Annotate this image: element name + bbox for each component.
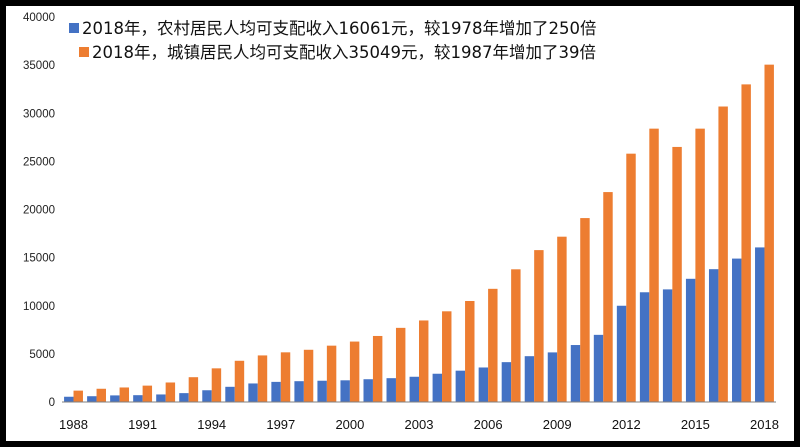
urban-income-bar-2000 — [349, 341, 360, 402]
urban-income-bar-1997 — [280, 352, 291, 402]
urban-income-bar-2015 — [695, 128, 705, 402]
urban-income-bar-2012 — [626, 153, 636, 402]
urban-income-bar-2016 — [718, 106, 728, 402]
rural-income-bar-1996 — [248, 383, 258, 402]
chart-frame: 0 5000 10000 15000 20000 25000 30000 35000 40000… — [6, 6, 794, 441]
urban-income-bar-1993 — [188, 377, 199, 402]
y-tick-label: 40000 — [23, 12, 55, 24]
rural-income-bar-2012 — [616, 305, 627, 402]
x-tick-label: 2018 — [750, 417, 779, 432]
urban-income-bar-2002 — [395, 327, 406, 402]
rural-income-bar-2007 — [501, 362, 512, 402]
rural-income-bar-1994 — [202, 390, 212, 402]
urban-income-bar-1988 — [73, 390, 83, 402]
rural-income-bar-2003 — [409, 376, 419, 402]
rural-income-bar-2005 — [455, 370, 466, 402]
rural-income-bar-2016 — [708, 269, 719, 402]
rural-income-bar-2011 — [593, 334, 604, 402]
rural-income-bar-1992 — [156, 394, 166, 402]
urban-income-bar-2006 — [488, 288, 498, 402]
rural-income-bar-2000 — [340, 380, 350, 402]
legend: 2018年，农村居民人均可支配收入16061元，较1978年增加了250倍 201… — [69, 19, 596, 62]
urban-income-bar-1994 — [211, 368, 222, 402]
urban-income-bar-2017 — [741, 84, 751, 403]
rural-income-bar-2013 — [639, 292, 650, 402]
x-tick-label: 2012 — [612, 417, 641, 432]
x-tick-label: 2009 — [543, 417, 572, 432]
urban-income-bar-1995 — [234, 360, 245, 402]
rural-income-bar-2002 — [386, 378, 396, 402]
urban-income-bar-1991 — [142, 385, 153, 402]
rural-income-bar-2009 — [547, 352, 558, 402]
rural-income-bar-1989 — [87, 396, 97, 402]
rural-income-bar-1988 — [64, 396, 74, 402]
rural-income-bar-2014 — [662, 289, 673, 402]
urban-income-bar-2013 — [649, 128, 659, 402]
rural-income-bar-1990 — [110, 395, 120, 402]
rural-income-bar-2008 — [524, 356, 535, 402]
urban-income-bar-2014 — [672, 146, 682, 402]
urban-income-bar-2010 — [580, 218, 590, 402]
urban-income-bar-1989 — [96, 388, 106, 402]
urban-income-bar-2018 — [764, 64, 774, 403]
legend-swatch-urban — [79, 47, 89, 57]
x-tick-label: 2015 — [681, 417, 710, 432]
y-tick-label: 15000 — [23, 253, 55, 265]
urban-income-bar-2009 — [557, 236, 567, 402]
urban-income-bar-1996 — [257, 355, 268, 402]
rural-income-bar-1997 — [271, 381, 281, 402]
y-tick-label: 0 — [49, 397, 55, 409]
rural-income-bar-2010 — [570, 345, 581, 402]
bar-chart: 0 5000 10000 15000 20000 25000 30000 35000 40000… — [23, 12, 779, 432]
rural-income-bar-2001 — [363, 379, 373, 402]
y-axis: 0 5000 10000 15000 20000 25000 30000 35000 40000 — [23, 12, 55, 409]
urban-income-bar-2001 — [372, 335, 383, 402]
rural-income-bar-1999 — [317, 380, 327, 402]
x-tick-label: 2000 — [335, 417, 364, 432]
y-tick-label: 30000 — [23, 108, 55, 120]
rural-income-bar-2006 — [478, 367, 489, 402]
urban-income-bar-1999 — [326, 345, 337, 402]
rural-income-bar-1991 — [133, 395, 143, 402]
x-tick-label: 1994 — [197, 417, 226, 432]
urban-income-bar-2007 — [511, 269, 521, 402]
x-tick-label: 2006 — [474, 417, 503, 432]
urban-income-bar-1992 — [165, 382, 176, 402]
y-tick-label: 25000 — [23, 156, 55, 168]
x-axis: 1988 1991 1994 1997 2000 2003 2006 2009 2012 2015… — [59, 417, 779, 432]
x-tick-label: 2003 — [405, 417, 434, 432]
legend-swatch-rural — [69, 23, 79, 33]
urban-income-bar-2011 — [603, 192, 613, 402]
urban-income-bar-2008 — [534, 250, 544, 402]
y-tick-label: 20000 — [23, 205, 55, 217]
urban-income-bar-1998 — [303, 349, 314, 402]
rural-income-bar-2015 — [685, 278, 696, 402]
y-tick-label: 5000 — [29, 349, 55, 361]
rural-income-bar-1998 — [294, 381, 304, 402]
y-tick-label: 10000 — [23, 301, 55, 313]
bar-series — [64, 64, 774, 403]
y-tick-label: 35000 — [23, 60, 55, 72]
x-tick-label: 1991 — [128, 417, 157, 432]
x-tick-label: 1997 — [266, 417, 295, 432]
legend-label-urban: 2018年，城镇居民人均可支配收入35049元，较1987年增加了39倍 — [92, 43, 596, 62]
x-tick-label: 1988 — [59, 417, 88, 432]
urban-income-bar-2004 — [442, 311, 452, 402]
rural-income-bar-1995 — [225, 386, 235, 402]
rural-income-bar-1993 — [179, 393, 189, 402]
rural-income-bar-2017 — [732, 258, 742, 402]
rural-income-bar-2004 — [432, 373, 443, 402]
urban-income-bar-2005 — [465, 301, 475, 402]
urban-income-bar-2003 — [419, 320, 429, 402]
rural-income-bar-2018 — [755, 247, 765, 402]
legend-label-rural: 2018年，农村居民人均可支配收入16061元，较1978年增加了250倍 — [82, 19, 596, 38]
urban-income-bar-1990 — [119, 387, 130, 402]
